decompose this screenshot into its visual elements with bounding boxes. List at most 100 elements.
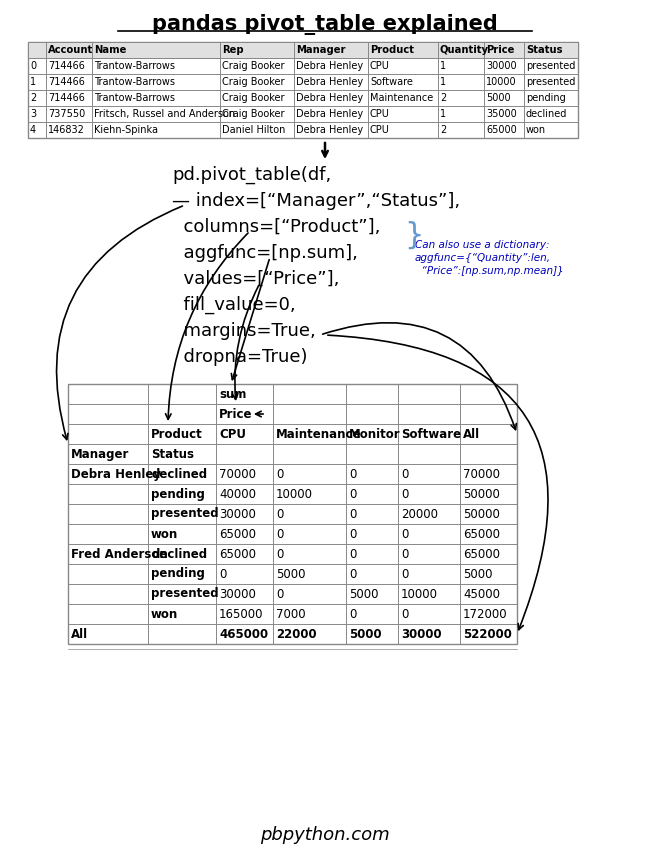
Text: Status: Status xyxy=(151,447,194,460)
Text: margins=True,: margins=True, xyxy=(172,322,316,340)
Text: Fritsch, Russel and Anderson: Fritsch, Russel and Anderson xyxy=(94,109,235,119)
Text: presented: presented xyxy=(151,588,218,601)
Text: Craig Booker: Craig Booker xyxy=(222,61,285,71)
Text: 2: 2 xyxy=(30,93,36,103)
Text: Daniel Hilton: Daniel Hilton xyxy=(222,125,285,135)
Text: presented: presented xyxy=(151,507,218,520)
Text: won: won xyxy=(151,528,178,541)
Text: 714466: 714466 xyxy=(48,93,85,103)
Text: 714466: 714466 xyxy=(48,77,85,87)
Text: pending: pending xyxy=(151,488,205,500)
Text: Monitor: Monitor xyxy=(349,428,400,440)
Text: 70000: 70000 xyxy=(219,468,256,481)
Text: 0: 0 xyxy=(349,528,356,541)
Text: pending: pending xyxy=(151,567,205,580)
Text: won: won xyxy=(151,608,178,620)
Text: Debra Henley: Debra Henley xyxy=(71,468,161,481)
Text: 0: 0 xyxy=(276,548,283,560)
Text: 35000: 35000 xyxy=(486,109,517,119)
Text: 40000: 40000 xyxy=(219,488,256,500)
Text: Software: Software xyxy=(370,77,413,87)
Text: pandas pivot_table explained: pandas pivot_table explained xyxy=(152,14,498,35)
Text: Fred Anderson: Fred Anderson xyxy=(71,548,168,560)
Text: 1: 1 xyxy=(440,109,446,119)
Text: columns=[“Product”],: columns=[“Product”], xyxy=(172,218,380,236)
Text: declined: declined xyxy=(151,548,207,560)
Text: 1: 1 xyxy=(440,77,446,87)
Text: 7000: 7000 xyxy=(276,608,306,620)
Text: Debra Henley: Debra Henley xyxy=(296,93,363,103)
Text: declined: declined xyxy=(151,468,207,481)
Text: 0: 0 xyxy=(276,507,283,520)
Text: 714466: 714466 xyxy=(48,61,85,71)
Text: 0: 0 xyxy=(276,588,283,601)
Text: Maintenance: Maintenance xyxy=(276,428,361,440)
Text: 30000: 30000 xyxy=(486,61,517,71)
Text: Trantow-Barrows: Trantow-Barrows xyxy=(94,77,175,87)
Bar xyxy=(28,42,578,138)
Text: presented: presented xyxy=(526,61,575,71)
Text: 30000: 30000 xyxy=(401,627,441,640)
Text: 0: 0 xyxy=(349,608,356,620)
Text: Craig Booker: Craig Booker xyxy=(222,93,285,103)
Text: 50000: 50000 xyxy=(463,507,500,520)
Text: 146832: 146832 xyxy=(48,125,85,135)
Text: Account: Account xyxy=(48,45,93,55)
Text: 522000: 522000 xyxy=(463,627,512,640)
Text: 0: 0 xyxy=(219,567,226,580)
Text: 65000: 65000 xyxy=(463,528,500,541)
Text: 1: 1 xyxy=(30,77,36,87)
Bar xyxy=(68,384,517,644)
Text: 1: 1 xyxy=(440,61,446,71)
Text: CPU: CPU xyxy=(370,109,390,119)
Text: Software: Software xyxy=(401,428,461,440)
Text: aggfunc=[np.sum],: aggfunc=[np.sum], xyxy=(172,244,358,262)
Bar xyxy=(28,42,578,58)
Text: 5000: 5000 xyxy=(463,567,493,580)
Text: presented: presented xyxy=(526,77,575,87)
Text: 45000: 45000 xyxy=(463,588,500,601)
Text: 50000: 50000 xyxy=(463,488,500,500)
Text: 5000: 5000 xyxy=(349,588,378,601)
Text: Maintenance: Maintenance xyxy=(370,93,434,103)
Text: 22000: 22000 xyxy=(276,627,317,640)
Text: CPU: CPU xyxy=(370,61,390,71)
Text: 20000: 20000 xyxy=(401,507,438,520)
Text: Quantity: Quantity xyxy=(440,45,489,55)
Text: 165000: 165000 xyxy=(219,608,263,620)
Text: 10000: 10000 xyxy=(486,77,517,87)
Text: 5000: 5000 xyxy=(349,627,382,640)
Text: 2: 2 xyxy=(440,125,447,135)
Text: 0: 0 xyxy=(349,567,356,580)
Text: 65000: 65000 xyxy=(219,548,256,560)
Text: Manager: Manager xyxy=(71,447,129,460)
Text: All: All xyxy=(71,627,88,640)
Text: 3: 3 xyxy=(30,109,36,119)
Text: All: All xyxy=(463,428,480,440)
Text: 30000: 30000 xyxy=(219,588,256,601)
Text: 10000: 10000 xyxy=(401,588,438,601)
Text: 0: 0 xyxy=(401,468,408,481)
Text: sum: sum xyxy=(219,387,246,400)
Text: — index=[“Manager”,“Status”],: — index=[“Manager”,“Status”], xyxy=(172,192,460,210)
Text: 0: 0 xyxy=(30,61,36,71)
Text: 172000: 172000 xyxy=(463,608,508,620)
Text: 0: 0 xyxy=(401,548,408,560)
Text: 5000: 5000 xyxy=(276,567,306,580)
Text: Debra Henley: Debra Henley xyxy=(296,77,363,87)
Text: fill_value=0,: fill_value=0, xyxy=(172,296,296,315)
Text: 737550: 737550 xyxy=(48,109,85,119)
Text: Rep: Rep xyxy=(222,45,244,55)
Text: 0: 0 xyxy=(276,468,283,481)
Text: 0: 0 xyxy=(401,567,408,580)
Text: 0: 0 xyxy=(401,528,408,541)
Text: 0: 0 xyxy=(349,548,356,560)
Text: pending: pending xyxy=(526,93,566,103)
Text: 0: 0 xyxy=(401,488,408,500)
Text: 0: 0 xyxy=(276,528,283,541)
Text: 65000: 65000 xyxy=(486,125,517,135)
Text: 5000: 5000 xyxy=(486,93,511,103)
Text: Manager: Manager xyxy=(296,45,346,55)
Text: 30000: 30000 xyxy=(219,507,256,520)
Text: Craig Booker: Craig Booker xyxy=(222,77,285,87)
